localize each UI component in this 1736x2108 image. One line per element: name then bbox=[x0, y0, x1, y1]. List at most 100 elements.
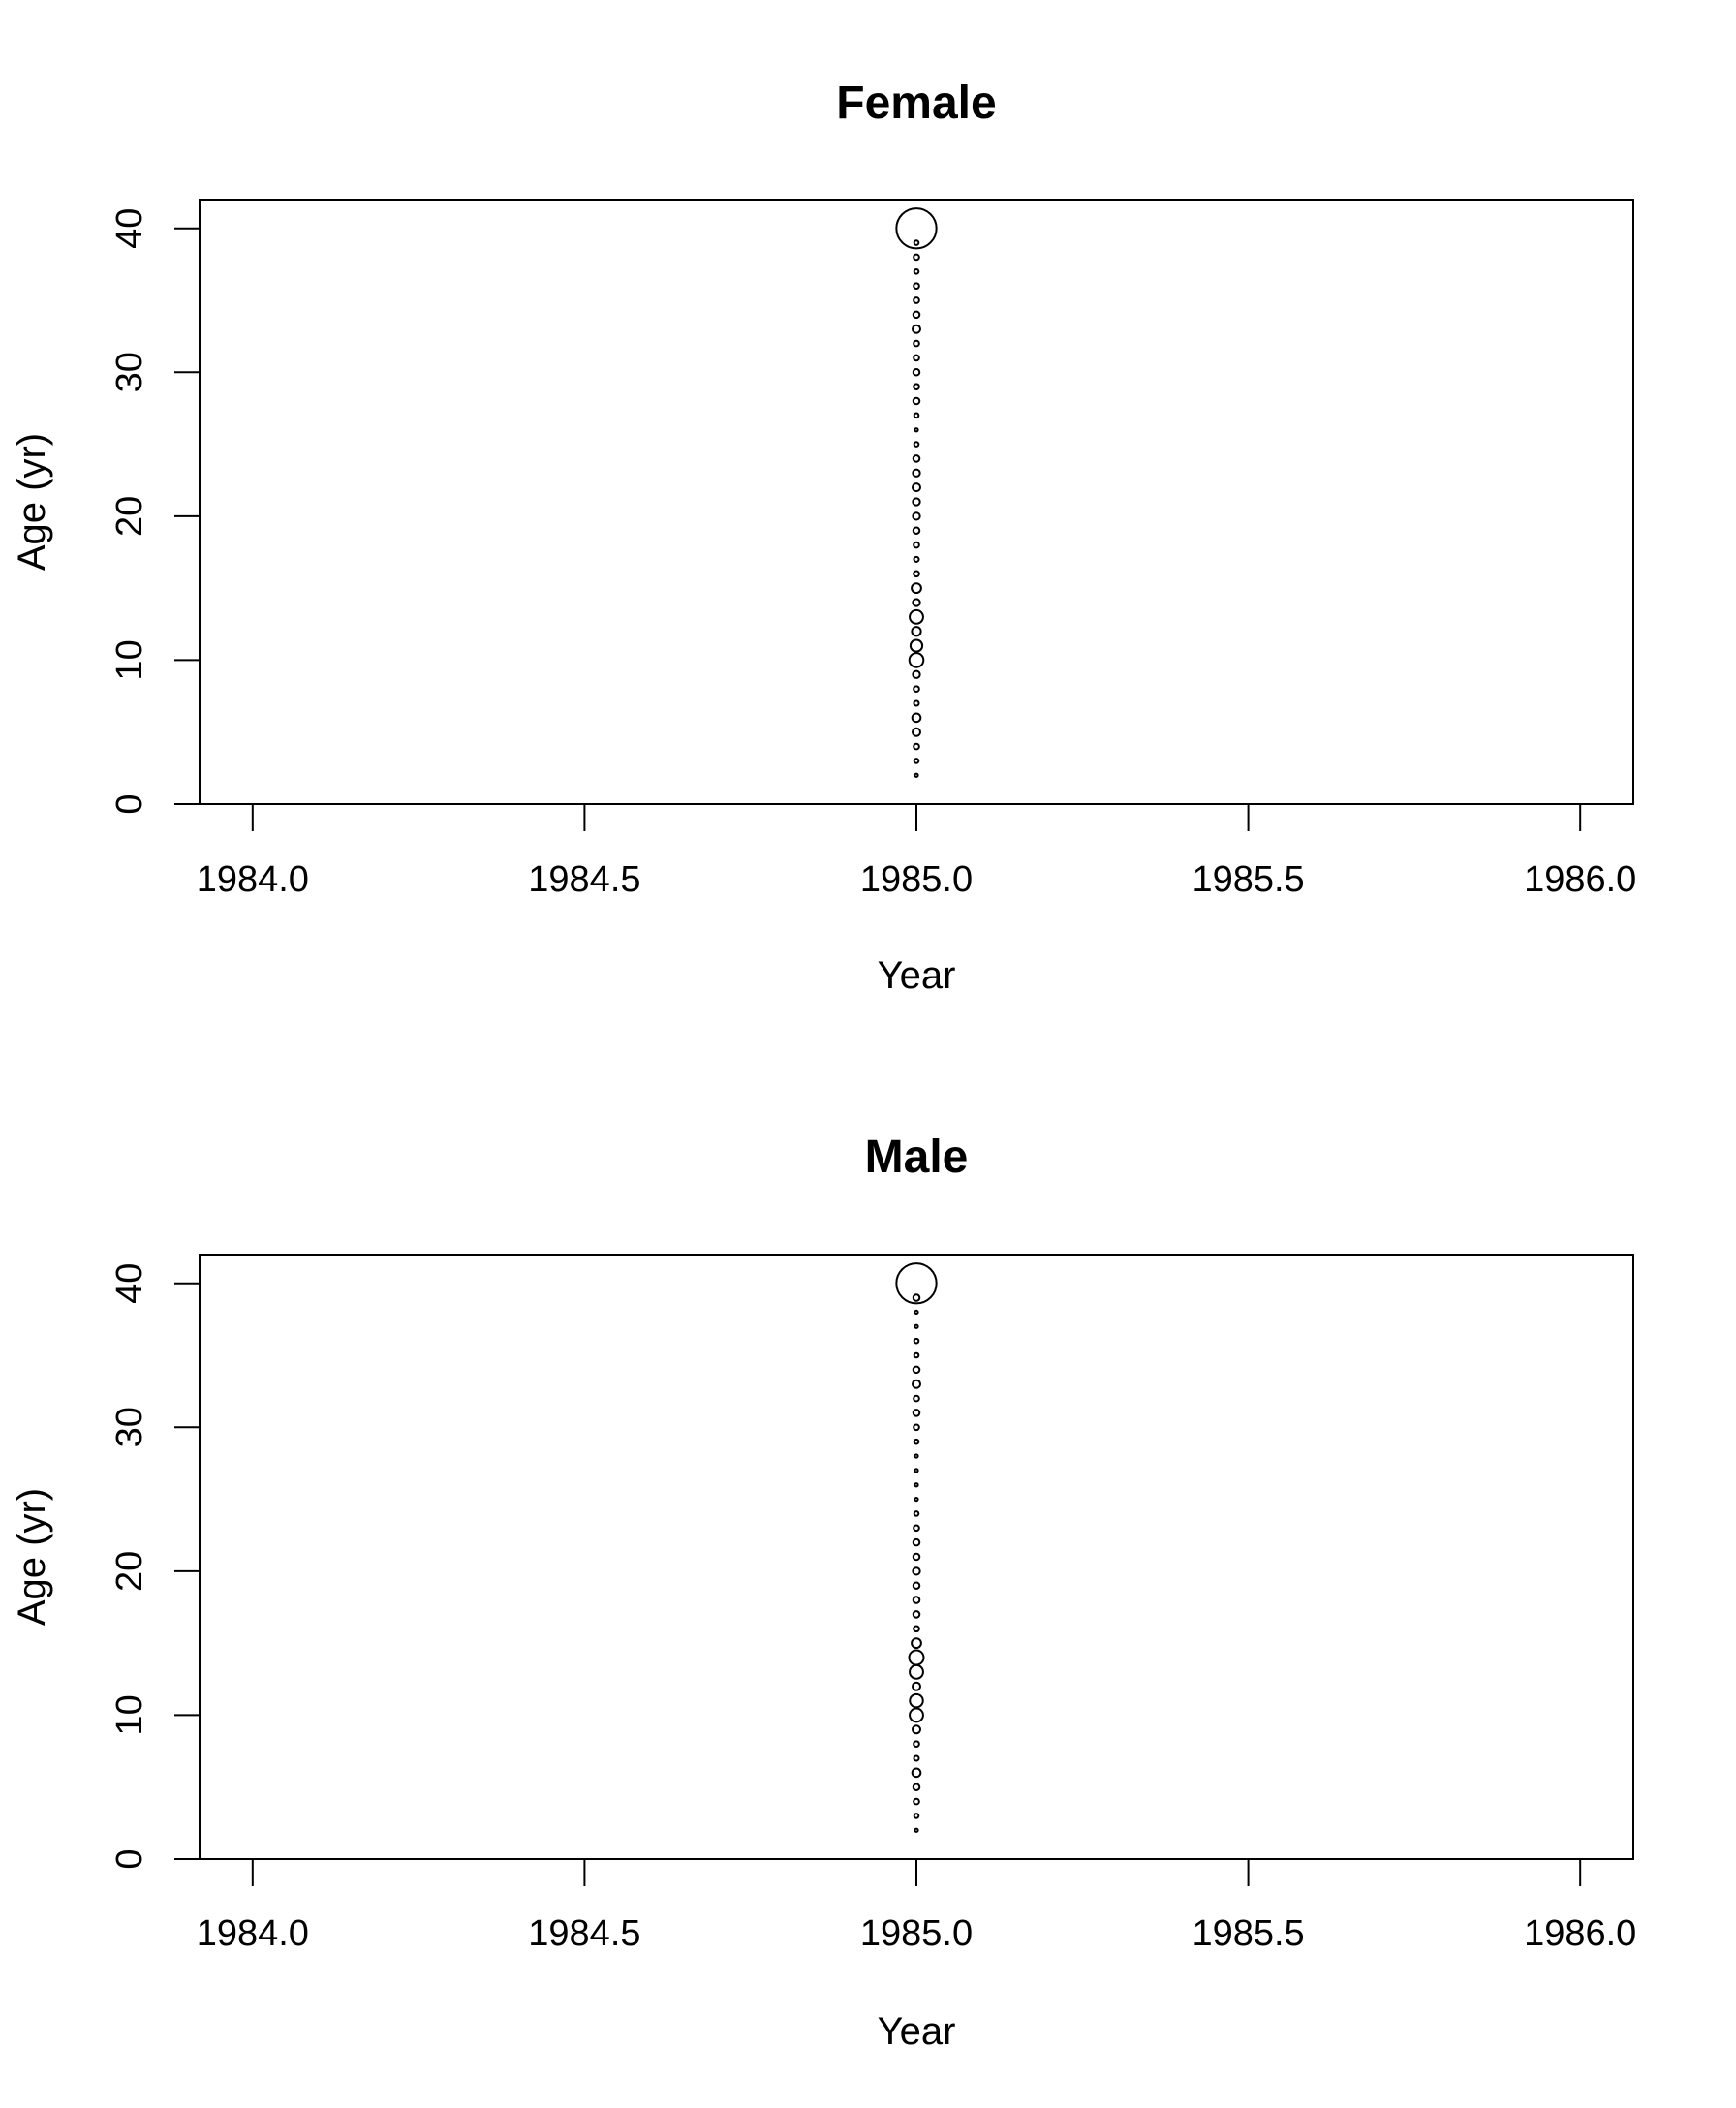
bubble-point bbox=[913, 555, 920, 563]
x-axis-label: Year bbox=[878, 2010, 956, 2053]
x-tick-label: 1984.5 bbox=[528, 859, 640, 900]
bubble-point bbox=[912, 368, 921, 377]
bubble-point bbox=[913, 1625, 920, 1633]
y-tick-label: 20 bbox=[109, 1551, 150, 1592]
chart-title: Female bbox=[836, 78, 996, 129]
bubble-point bbox=[912, 598, 921, 607]
bubble-point bbox=[911, 582, 922, 595]
bubble-point bbox=[913, 1423, 920, 1432]
bubble-point bbox=[912, 1409, 921, 1417]
y-axis-label: Age (yr) bbox=[11, 1488, 53, 1626]
bubble-point bbox=[913, 1813, 920, 1819]
bubble-point bbox=[914, 1453, 919, 1459]
panel-female: Female 1984.0 1984.5 1985.0 1985.5 1986.0 0 10 2… bbox=[11, 78, 1636, 997]
bubble-point bbox=[912, 1293, 921, 1302]
bubble-point bbox=[912, 1365, 921, 1375]
bubble-point bbox=[912, 1681, 921, 1691]
bubble-point bbox=[913, 541, 920, 549]
y-tick-label: 10 bbox=[109, 1694, 150, 1735]
bubble-point bbox=[914, 1468, 919, 1473]
bubble-point bbox=[913, 685, 920, 693]
bubble-point bbox=[911, 712, 922, 724]
bubble-point bbox=[913, 1510, 920, 1517]
bubble-point bbox=[912, 526, 921, 535]
bubble-point bbox=[912, 512, 921, 521]
x-tick-label: 1984.5 bbox=[528, 1913, 640, 1954]
bubble-point bbox=[913, 253, 920, 262]
bubble-point bbox=[913, 1524, 920, 1533]
bubble-point bbox=[913, 354, 920, 362]
bubble-point bbox=[914, 1496, 919, 1503]
x-tick-label: 1984.0 bbox=[197, 1913, 309, 1954]
bubble-point bbox=[909, 638, 924, 653]
bubble-point bbox=[913, 758, 920, 764]
bubble-point bbox=[909, 1692, 924, 1709]
bubble-point bbox=[912, 1610, 921, 1619]
bubble-point bbox=[912, 482, 921, 493]
y-tick-label: 30 bbox=[109, 352, 150, 392]
bubble-point bbox=[914, 1482, 919, 1488]
y-tick-label: 30 bbox=[109, 1407, 150, 1447]
x-tick-label: 1986.0 bbox=[1524, 859, 1636, 900]
bubble-point bbox=[914, 427, 919, 433]
x-tick-label: 1986.0 bbox=[1524, 1913, 1636, 1954]
bubble-point bbox=[912, 1596, 921, 1604]
bubble-point bbox=[914, 1827, 919, 1833]
x-axis-label: Year bbox=[878, 954, 956, 997]
bubble-point bbox=[911, 1637, 922, 1650]
bubble-point bbox=[913, 239, 920, 246]
bubble-point bbox=[913, 570, 920, 578]
bubble-point bbox=[912, 1581, 921, 1590]
bubble-point bbox=[914, 1323, 919, 1329]
bubble-point bbox=[912, 669, 921, 679]
bubble-point bbox=[911, 626, 922, 637]
bubble-point bbox=[909, 608, 924, 625]
bubble-point bbox=[913, 1438, 920, 1445]
bubble-point bbox=[913, 1337, 920, 1345]
bubble-point bbox=[912, 1379, 921, 1389]
x-tick-label: 1985.0 bbox=[860, 1913, 973, 1954]
bubble-point bbox=[912, 396, 921, 406]
bubble-point bbox=[895, 1262, 938, 1305]
bubble-point bbox=[912, 1782, 921, 1791]
bubble-point bbox=[895, 207, 938, 250]
bubble-point bbox=[912, 1724, 921, 1735]
bubble-point bbox=[912, 324, 921, 334]
x-tick-label: 1984.0 bbox=[197, 859, 309, 900]
bubble-point bbox=[912, 727, 921, 737]
bubble-point bbox=[913, 1740, 920, 1748]
bubble-point bbox=[913, 296, 920, 304]
x-tick-label: 1985.5 bbox=[1192, 1913, 1304, 1954]
bubble-point bbox=[912, 497, 921, 507]
y-axis-label: Age (yr) bbox=[11, 433, 53, 571]
bubble-point bbox=[913, 1754, 920, 1762]
chart-title: Male bbox=[865, 1132, 969, 1183]
y-tick-label: 20 bbox=[109, 496, 150, 537]
bubble-point bbox=[912, 310, 921, 320]
y-tick-label: 10 bbox=[109, 639, 150, 680]
bubble-point bbox=[913, 267, 920, 275]
bubble-point bbox=[911, 1767, 922, 1779]
bubble-point bbox=[913, 699, 920, 707]
bubble-point bbox=[913, 412, 920, 419]
bubble-point bbox=[909, 1707, 924, 1723]
bubble-point bbox=[913, 282, 920, 290]
y-tick-label: 40 bbox=[109, 1263, 150, 1304]
bubble-point bbox=[913, 1797, 920, 1806]
x-tick-label: 1985.5 bbox=[1192, 859, 1304, 900]
bubble-point bbox=[913, 339, 920, 348]
bubble-point bbox=[913, 441, 920, 448]
bubble-point bbox=[913, 742, 920, 751]
x-tick-label: 1985.0 bbox=[860, 859, 973, 900]
bubble-point bbox=[914, 772, 919, 778]
panel-male: Male 1984.0 1984.5 1985.0 1985.5 1986.0 0 10 20 3… bbox=[11, 1132, 1636, 2053]
bubble-point bbox=[908, 1649, 925, 1666]
bubble-point bbox=[912, 468, 921, 478]
bubble-point bbox=[914, 1309, 919, 1316]
bubble-point bbox=[913, 383, 920, 390]
bubble-point bbox=[913, 1394, 920, 1403]
bubble-point bbox=[913, 1351, 920, 1359]
bubble-point bbox=[908, 652, 925, 668]
bubble-point bbox=[912, 454, 921, 463]
y-tick-label: 0 bbox=[109, 1848, 150, 1869]
